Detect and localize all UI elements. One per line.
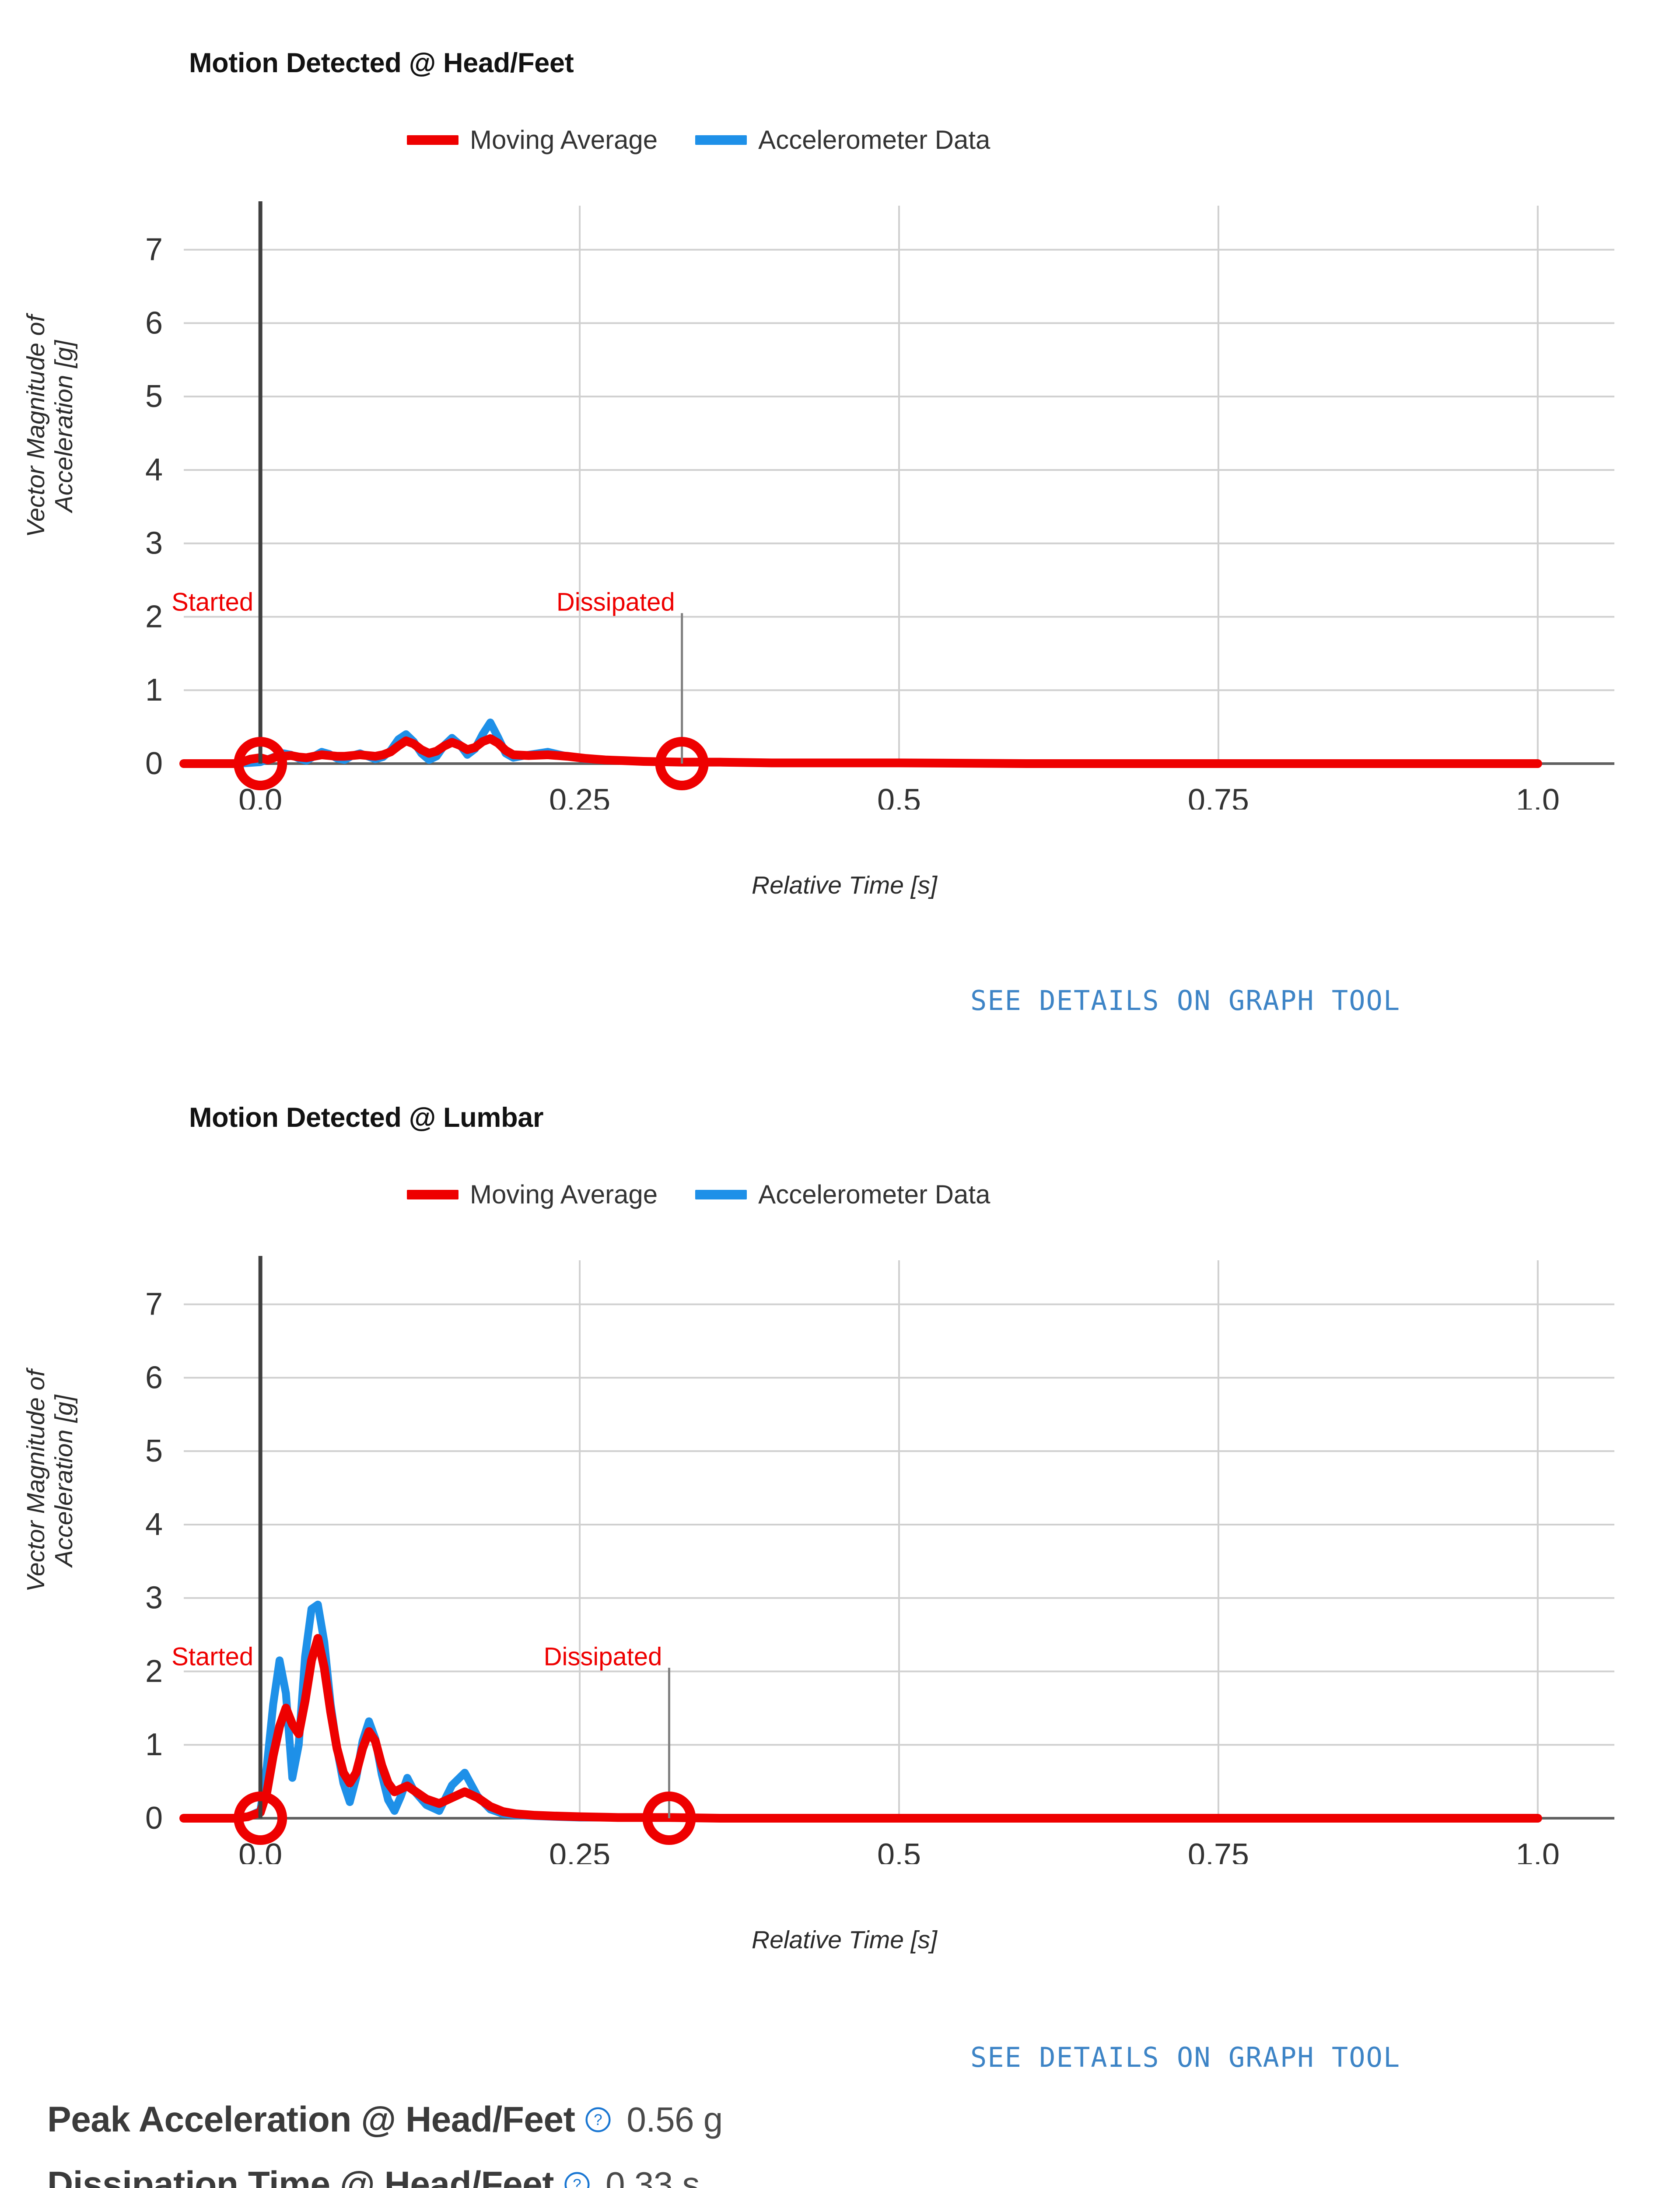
svg-text:3: 3 [145,526,163,561]
svg-text:0: 0 [145,746,163,781]
red-line-swatch [407,1189,458,1199]
chart-legend-lumbar: Moving Average Accelerometer Data [407,1179,990,1210]
svg-text:7: 7 [145,232,163,267]
plot-area-lumbar[interactable]: 0 1 2 3 4 5 6 7 0.0 0.25 0.5 0.75 1.0 Started Dissipat… [0,1243,1680,1864]
red-line-swatch [407,135,458,145]
chart-legend-head-feet: Moving Average Accelerometer Data [407,125,990,155]
x-axis-title-head-feet: Relative Time [s] [752,871,937,899]
annotation-label: Started [172,1642,253,1671]
chart-card-lumbar: Motion Detected @ Lumbar Moving Average … [0,1050,1680,2087]
svg-text:?: ? [573,2176,581,2188]
details-link-lumbar[interactable]: SEE DETAILS ON GRAPH TOOL [970,2041,1401,2073]
blue-line-swatch [695,135,747,145]
question-circle-icon[interactable]: ? [584,2106,612,2133]
x-axis-tick-labels: 0.0 0.25 0.5 0.75 1.0 [238,783,1560,810]
blue-line-swatch [695,1189,747,1199]
svg-text:1.0: 1.0 [1516,1837,1560,1864]
legend-item-accelerometer: Accelerometer Data [695,125,990,155]
legend-label-moving-average: Moving Average [470,125,658,154]
annotation-marker [655,737,709,790]
annotation-marker [642,1792,696,1845]
svg-text:5: 5 [145,379,163,414]
svg-text:0.25: 0.25 [549,1837,610,1864]
svg-text:1: 1 [145,673,163,708]
annotation-marker [234,1792,287,1845]
svg-text:1: 1 [145,1727,163,1762]
chart-card-head-feet: Motion Detected @ Head/Feet Moving Avera… [0,0,1680,1050]
svg-text:6: 6 [145,1360,163,1395]
summary-metrics-list: Peak Acceleration @ Head/Feet ? 0.56 g D… [0,2087,1680,2188]
annotation-label: Dissipated [556,588,675,616]
legend-label-moving-average: Moving Average [470,1180,658,1209]
chart-title-lumbar: Motion Detected @ Lumbar [189,1102,544,1133]
y-axis-tick-labels: 0 1 2 3 4 5 6 7 [145,232,163,781]
question-circle-icon[interactable]: ? [564,2171,591,2188]
svg-text:6: 6 [145,305,163,340]
legend-item-accelerometer: Accelerometer Data [695,1179,990,1210]
svg-text:1.0: 1.0 [1516,783,1560,810]
details-link-head-feet[interactable]: SEE DETAILS ON GRAPH TOOL [970,985,1401,1017]
svg-text:7: 7 [145,1287,163,1322]
svg-text:?: ? [594,2111,602,2128]
annotation-label: Dissipated [544,1642,662,1671]
legend-item-moving-average: Moving Average [407,125,658,155]
summary-label-peak-head-feet: Peak Acceleration @ Head/Feet [47,2100,575,2139]
chart-title-head-feet: Motion Detected @ Head/Feet [189,48,574,78]
summary-row-dissipation-head-feet: Dissipation Time @ Head/Feet ? 0.33 s [0,2152,1680,2188]
svg-text:0.5: 0.5 [877,783,921,810]
gridlines [184,206,1614,765]
summary-value-dissipation-head-feet: 0.33 s [606,2165,700,2188]
svg-text:0.25: 0.25 [549,783,610,810]
svg-text:4: 4 [145,1507,163,1542]
summary-label-dissipation-head-feet: Dissipation Time @ Head/Feet [47,2164,554,2188]
svg-text:0: 0 [145,1801,163,1836]
y-axis-tick-labels: 0 1 2 3 4 5 6 7 [145,1287,163,1836]
annotation-label: Started [172,588,253,616]
annotation-marker [234,737,287,790]
plot-area-head-feet[interactable]: 0 1 2 3 4 5 6 7 0.0 0.25 0.5 0.75 1.0 Started Dissipat… [0,188,1680,810]
legend-label-accelerometer: Accelerometer Data [758,125,990,154]
summary-row-peak-head-feet: Peak Acceleration @ Head/Feet ? 0.56 g [0,2087,1680,2152]
x-axis-title-lumbar: Relative Time [s] [752,1926,937,1954]
svg-text:2: 2 [145,1654,163,1689]
legend-label-accelerometer: Accelerometer Data [758,1180,990,1209]
svg-text:2: 2 [145,599,163,634]
svg-text:5: 5 [145,1434,163,1469]
svg-text:0.5: 0.5 [877,1837,921,1864]
svg-text:3: 3 [145,1581,163,1616]
series-moving-average [179,1634,1542,1823]
svg-text:4: 4 [145,452,163,487]
svg-text:0.75: 0.75 [1188,783,1249,810]
summary-value-peak-head-feet: 0.56 g [626,2100,723,2139]
legend-item-moving-average: Moving Average [407,1179,658,1210]
series-moving-average [179,734,1542,768]
x-axis-tick-labels: 0.0 0.25 0.5 0.75 1.0 [238,1837,1560,1864]
svg-text:0.75: 0.75 [1188,1837,1249,1864]
gridlines [184,1260,1614,1820]
